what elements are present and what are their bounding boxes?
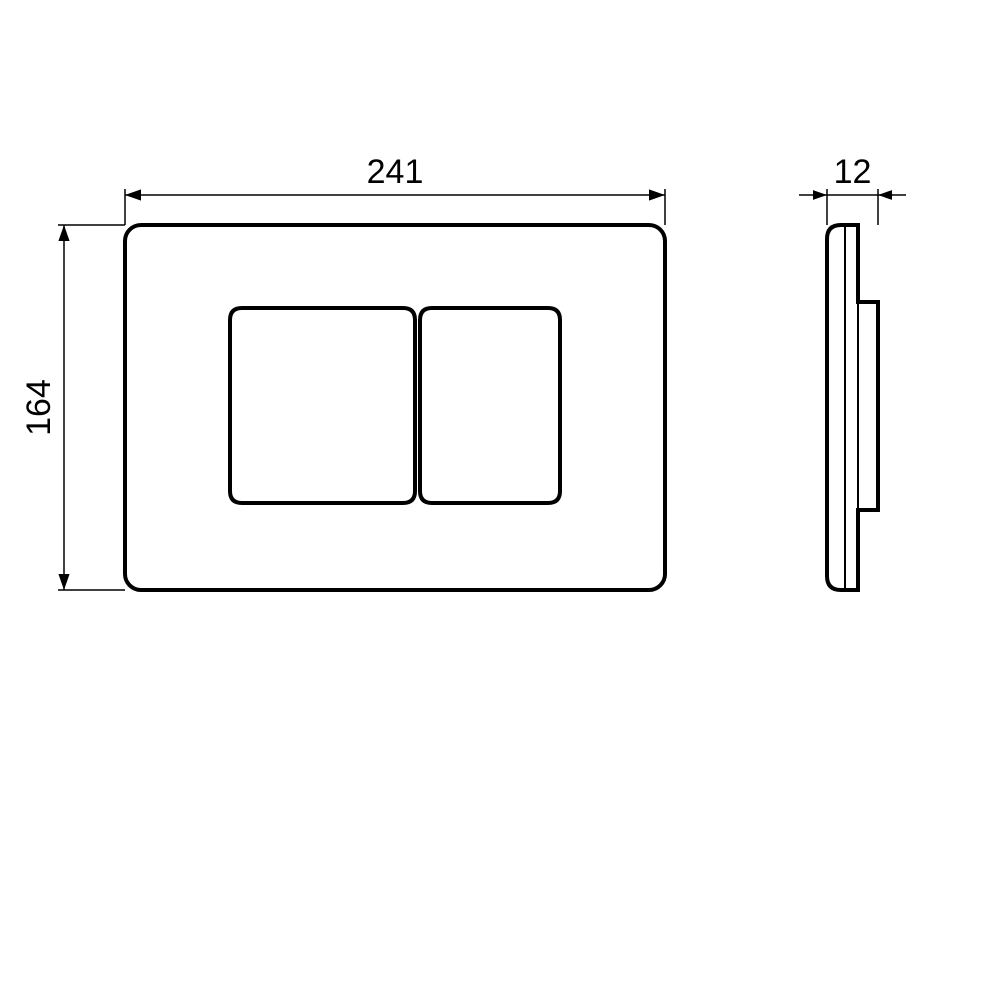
- front-plate: [125, 225, 665, 590]
- dim-arrow: [813, 190, 827, 200]
- button-right: [420, 308, 560, 503]
- dim-arrow: [125, 189, 141, 200]
- dim-label-height: 164: [20, 379, 58, 436]
- dim-arrow: [649, 189, 665, 200]
- dim-label-depth: 12: [834, 153, 872, 191]
- technical-drawing: 241 164 12: [0, 0, 1000, 1000]
- dim-arrow: [58, 225, 69, 241]
- button-left: [230, 308, 415, 503]
- dim-label-width: 241: [367, 153, 424, 191]
- side-profile: [827, 225, 878, 590]
- dim-arrow: [58, 574, 69, 590]
- dim-arrow: [878, 190, 892, 200]
